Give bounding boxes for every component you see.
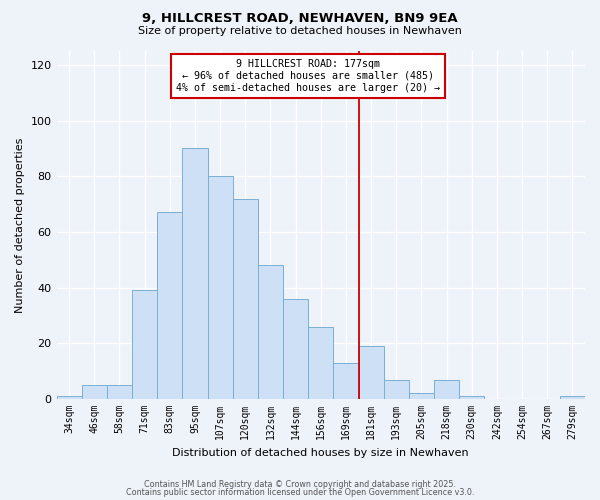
- Bar: [409, 394, 434, 399]
- Bar: [434, 380, 459, 399]
- Bar: [459, 396, 484, 399]
- Text: Contains public sector information licensed under the Open Government Licence v3: Contains public sector information licen…: [126, 488, 474, 497]
- Bar: [383, 380, 409, 399]
- Bar: [560, 396, 585, 399]
- Text: Size of property relative to detached houses in Newhaven: Size of property relative to detached ho…: [138, 26, 462, 36]
- Bar: [157, 212, 182, 399]
- Bar: [107, 385, 132, 399]
- Bar: [182, 148, 208, 399]
- Bar: [308, 326, 334, 399]
- Text: 9, HILLCREST ROAD, NEWHAVEN, BN9 9EA: 9, HILLCREST ROAD, NEWHAVEN, BN9 9EA: [142, 12, 458, 26]
- Y-axis label: Number of detached properties: Number of detached properties: [15, 138, 25, 312]
- Bar: [208, 176, 233, 399]
- Bar: [258, 266, 283, 399]
- Bar: [56, 396, 82, 399]
- Bar: [132, 290, 157, 399]
- Bar: [82, 385, 107, 399]
- Text: 9 HILLCREST ROAD: 177sqm
← 96% of detached houses are smaller (485)
4% of semi-d: 9 HILLCREST ROAD: 177sqm ← 96% of detach…: [176, 60, 440, 92]
- Bar: [359, 346, 383, 399]
- Bar: [283, 299, 308, 399]
- Bar: [233, 198, 258, 399]
- Bar: [334, 363, 359, 399]
- X-axis label: Distribution of detached houses by size in Newhaven: Distribution of detached houses by size …: [172, 448, 469, 458]
- Text: Contains HM Land Registry data © Crown copyright and database right 2025.: Contains HM Land Registry data © Crown c…: [144, 480, 456, 489]
